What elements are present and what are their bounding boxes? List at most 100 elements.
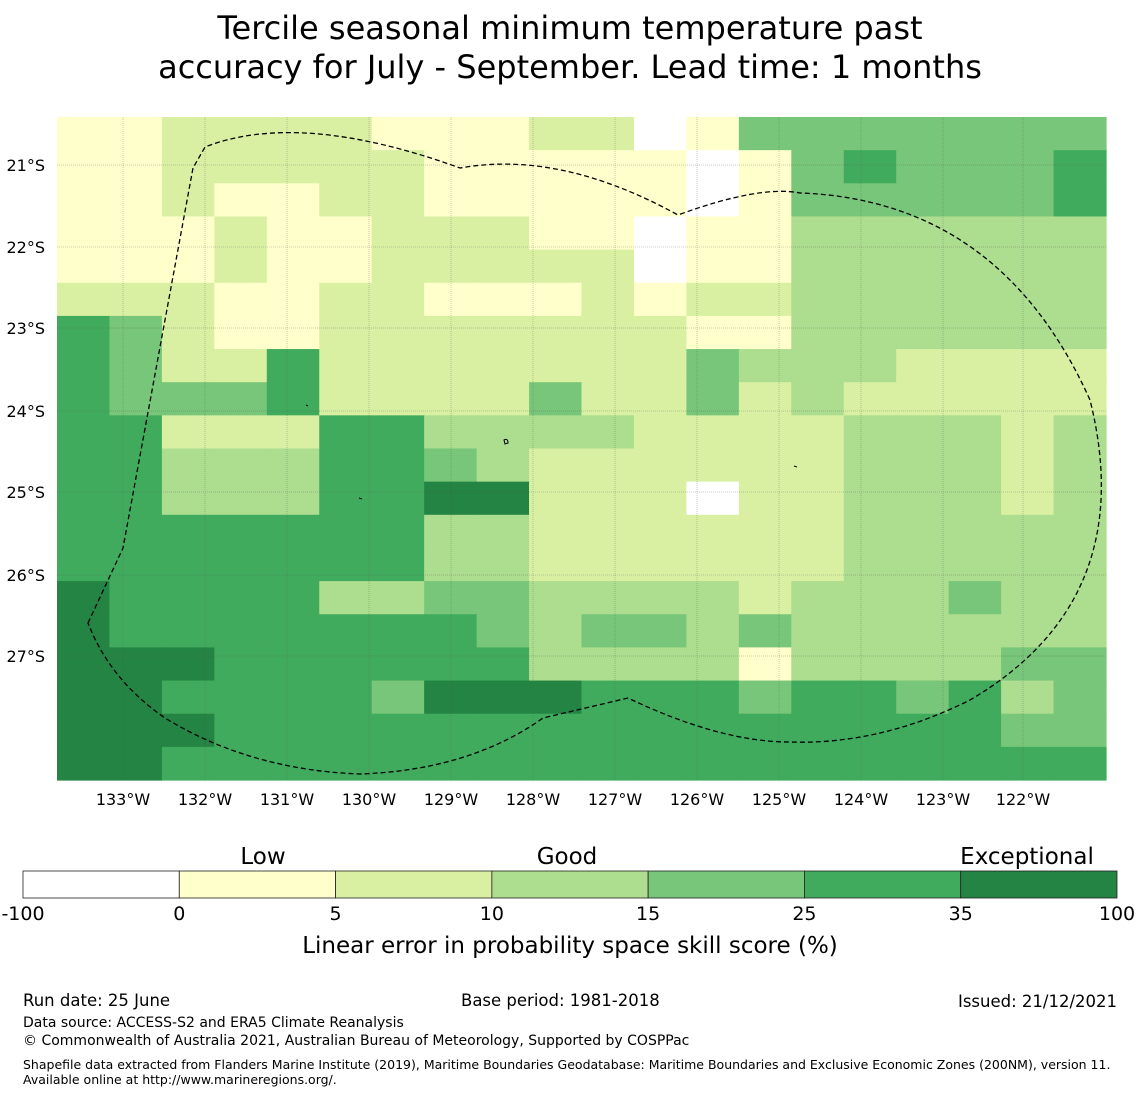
colorbar-segment (22, 870, 180, 899)
grid-cell (1001, 382, 1055, 416)
grid-cell (1001, 216, 1055, 251)
grid-cell (214, 183, 268, 218)
grid-cell (896, 315, 950, 350)
grid-cell (424, 581, 478, 615)
grid-cell (266, 415, 320, 450)
grid-cell (791, 614, 845, 648)
grid-cell (686, 349, 740, 383)
grid-cell (424, 680, 478, 715)
grid-cell (529, 713, 583, 748)
grid-cell (686, 282, 740, 317)
grid-cell (581, 746, 635, 781)
longitude-label: 122°W (996, 790, 1051, 809)
grid-cell (476, 746, 530, 781)
grid-cell (476, 315, 530, 350)
grid-cell (1001, 315, 1055, 350)
colorbar-category-label: Exceptional (960, 844, 1094, 870)
grid-cell (214, 514, 268, 549)
grid-cell (424, 746, 478, 781)
grid-cell (896, 448, 950, 483)
grid-cell (57, 315, 111, 350)
grid-cell (371, 713, 425, 748)
grid-cell (1001, 680, 1055, 715)
grid-cell (1053, 481, 1107, 516)
latitude-label: 22°S (6, 238, 45, 257)
colorbar-segment (178, 870, 336, 899)
grid-cell (633, 150, 687, 184)
grid-cell (161, 614, 215, 648)
map-title-line-1: Tercile seasonal minimum temperature pas… (217, 9, 923, 47)
grid-cell (161, 382, 215, 416)
grid-cell (896, 680, 950, 715)
grid-cell (843, 117, 897, 151)
grid-cell (266, 150, 320, 184)
grid-cell (738, 448, 792, 483)
grid-cell (1053, 448, 1107, 483)
latitude-label: 26°S (6, 566, 45, 585)
grid-cell (843, 249, 897, 284)
grid-cell (791, 647, 845, 682)
grid-cell (633, 117, 687, 151)
grid-cell (633, 680, 687, 715)
grid-cell (896, 415, 950, 450)
grid-cell (633, 349, 687, 383)
grid-cell (319, 282, 373, 317)
grid-cell (57, 349, 111, 383)
grid-cell (266, 282, 320, 317)
grid-cell (843, 647, 897, 682)
grid-cell (686, 614, 740, 648)
grid-cell (529, 614, 583, 648)
grid-cell (424, 117, 478, 151)
grid-cell (476, 547, 530, 582)
grid-cell (424, 481, 478, 516)
grid-cell (109, 216, 163, 251)
grid-cell (843, 680, 897, 715)
grid-cell (948, 150, 1002, 184)
grid-cell (57, 150, 111, 184)
grid-cell (738, 746, 792, 781)
grid-cell (214, 547, 268, 582)
grid-cell (424, 647, 478, 682)
grid-cell (476, 680, 530, 715)
colorbar-segment (335, 870, 493, 899)
grid-cell (791, 481, 845, 516)
grid-cell (161, 150, 215, 184)
grid-cell (738, 647, 792, 682)
grid-cell (424, 514, 478, 549)
skill-score-grid (57, 117, 1107, 781)
grid-cell (686, 249, 740, 284)
latitude-labels: 21°S 22°S 23°S 24°S 25°S 26°S 27°S (6, 156, 45, 666)
colorbar-category-label: Good (537, 844, 598, 870)
grid-cell (529, 746, 583, 781)
grid-cell (214, 349, 268, 383)
grid-cell (1053, 150, 1107, 184)
grid-cell (738, 581, 792, 615)
grid-cell (843, 382, 897, 416)
colorbar-tick-label: -100 (1, 903, 44, 925)
longitude-label: 129°W (424, 790, 479, 809)
grid-cell (633, 382, 687, 416)
island-marks (305, 404, 798, 500)
grid-cell (738, 349, 792, 383)
grid-cell (843, 581, 897, 615)
grid-cell (581, 581, 635, 615)
latitude-label: 25°S (6, 483, 45, 502)
grid-cell (476, 216, 530, 251)
grid-cell (581, 349, 635, 383)
grid-cell (896, 746, 950, 781)
grid-cell (57, 713, 111, 748)
grid-cell (738, 481, 792, 516)
grid-cell (1053, 746, 1107, 781)
grid-cell (109, 581, 163, 615)
grid-cell (57, 514, 111, 549)
grid-cell (1001, 647, 1055, 682)
colorbar-tick-label: 5 (330, 903, 342, 925)
grid-cell (424, 282, 478, 317)
latitude-label: 27°S (6, 647, 45, 666)
grid-cell (424, 547, 478, 582)
grid-cell (424, 382, 478, 416)
grid-cell (1001, 249, 1055, 284)
grid-cell (1053, 282, 1107, 317)
grid-cell (686, 514, 740, 549)
grid-cell (109, 415, 163, 450)
